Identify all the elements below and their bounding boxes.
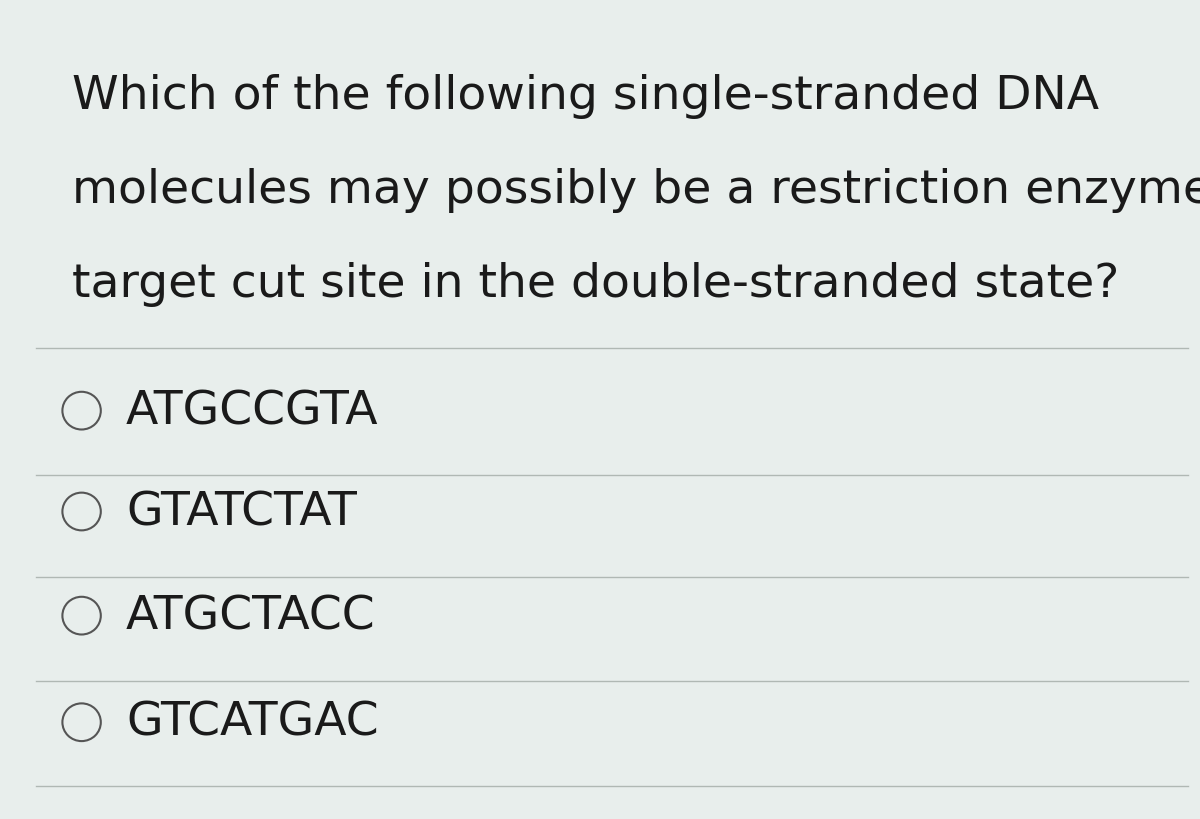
Text: molecules may possibly be a restriction enzyme: molecules may possibly be a restriction … [72, 168, 1200, 213]
Text: ATGCTACC: ATGCTACC [126, 594, 376, 638]
Text: GTATCTAT: GTATCTAT [126, 490, 356, 534]
Text: target cut site in the double-stranded state?: target cut site in the double-stranded s… [72, 262, 1120, 307]
Text: Which of the following single-stranded DNA: Which of the following single-stranded D… [72, 74, 1099, 119]
Text: GTCATGAC: GTCATGAC [126, 700, 379, 744]
Text: ATGCCGTA: ATGCCGTA [126, 389, 379, 433]
